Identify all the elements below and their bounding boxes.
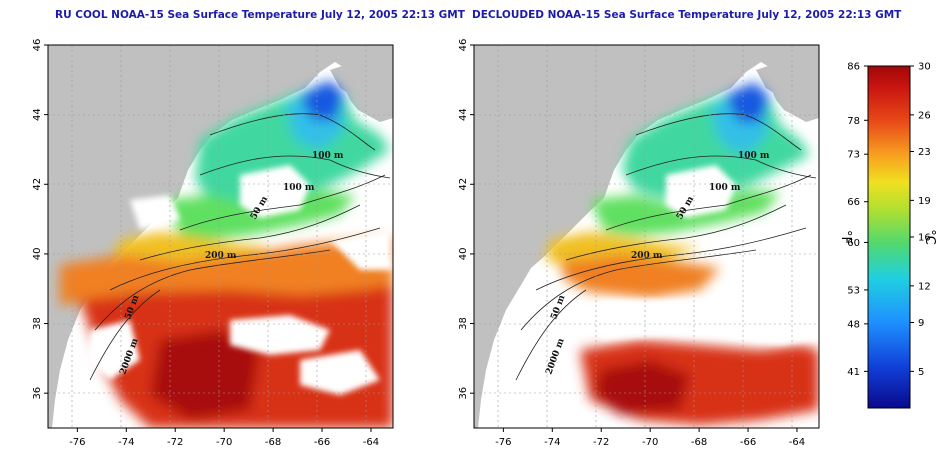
celsius-tick-label: 26 xyxy=(918,110,931,121)
left-lon-tick-label: -70 xyxy=(216,437,232,448)
right-lon-tick-label: -70 xyxy=(642,437,658,448)
right-map-axes: -76 -74 -72 -70 -68 -66 -64 36 38 40 42 44 46 xyxy=(458,39,805,448)
left-map-panel: 100 m 100 m 50 m 200 m 50 m 2000 m -76 -7… xyxy=(32,39,394,448)
celsius-tick-label: 12 xyxy=(918,281,931,292)
right-map-land xyxy=(474,45,819,428)
celsius-tick-label: 9 xyxy=(918,318,924,329)
right-map-grid xyxy=(474,45,819,428)
colorbar-unit-fahrenheit: °F xyxy=(838,230,853,244)
right-bathymetry-contours xyxy=(515,113,817,381)
right-map-panel: 100 m 100 m 50 m 200 m 50 m 2000 m -76 -7… xyxy=(458,39,820,448)
left-bathymetry-contours xyxy=(89,113,391,381)
fahrenheit-tick-label: 86 xyxy=(847,62,860,73)
right-sst-field xyxy=(545,82,819,425)
celsius-tick-label: 23 xyxy=(918,147,931,158)
left-map-grid xyxy=(48,45,393,428)
right-map-frame xyxy=(473,44,820,429)
left-contour-label-4: 200 m xyxy=(205,251,237,261)
right-lon-tick-label: -74 xyxy=(544,437,560,448)
left-lat-tick-label: 36 xyxy=(32,387,43,400)
fahrenheit-tick-label: 78 xyxy=(847,116,860,127)
left-map-title: RU COOL NOAA-15 Sea Surface Temperature … xyxy=(55,9,465,21)
left-map-nova-scotia xyxy=(330,60,393,118)
colorbar-unit-celsius: °C xyxy=(922,229,937,245)
right-lat-tick-label: 46 xyxy=(458,39,469,52)
left-lat-tick-label: 42 xyxy=(32,178,43,191)
right-map-nova-scotia xyxy=(756,60,819,118)
right-lat-tick-label: 40 xyxy=(458,248,469,261)
fahrenheit-tick-label: 66 xyxy=(847,197,860,208)
left-lon-tick-label: -72 xyxy=(167,437,183,448)
left-contour-label-2: 100 m xyxy=(283,183,315,193)
right-lat-tick-label: 44 xyxy=(458,108,469,121)
colorbar: 30 26 23 19 16 12 9 5 86 78 73 66 60 53 48 41 °F °C xyxy=(838,62,937,409)
right-lon-tick-label: -76 xyxy=(495,437,511,448)
fahrenheit-tick-label: 60 xyxy=(847,238,860,249)
left-lon-tick-label: -68 xyxy=(265,437,281,448)
right-lat-tick-label: 38 xyxy=(458,317,469,330)
left-cloud-mask xyxy=(85,165,393,395)
celsius-tick-label: 5 xyxy=(918,367,924,378)
right-lon-tick-label: -64 xyxy=(789,437,805,448)
left-contour-label-1: 100 m xyxy=(312,151,344,161)
left-lat-tick-label: 40 xyxy=(32,248,43,261)
right-map-title: DECLOUDED NOAA-15 Sea Surface Temperatur… xyxy=(472,9,902,21)
celsius-tick-label: 30 xyxy=(918,62,931,73)
fahrenheit-tick-label: 53 xyxy=(847,285,860,296)
left-lon-tick-label: -76 xyxy=(69,437,85,448)
left-lon-tick-label: -64 xyxy=(363,437,379,448)
fahrenheit-tick-label: 73 xyxy=(847,150,860,161)
right-lon-tick-label: -72 xyxy=(593,437,609,448)
left-map-frame xyxy=(47,44,394,429)
left-lon-tick-label: -66 xyxy=(314,437,330,448)
right-lon-tick-label: -66 xyxy=(740,437,756,448)
right-lon-tick-label: -68 xyxy=(691,437,707,448)
left-map-land xyxy=(48,45,393,428)
colorbar-ticks: 30 26 23 19 16 12 9 5 86 78 73 66 60 53 48 41 xyxy=(847,62,930,378)
fahrenheit-tick-label: 48 xyxy=(847,319,860,330)
left-lat-tick-label: 38 xyxy=(32,317,43,330)
celsius-tick-label: 19 xyxy=(918,196,931,207)
right-lat-tick-label: 42 xyxy=(458,178,469,191)
left-lat-tick-label: 46 xyxy=(32,39,43,52)
left-lat-tick-label: 44 xyxy=(32,108,43,121)
fahrenheit-tick-label: 41 xyxy=(847,367,860,378)
celsius-tick-label: 16 xyxy=(918,233,931,244)
colorbar-scale xyxy=(867,65,911,409)
right-cloud-mask xyxy=(600,165,819,345)
left-lon-tick-label: -74 xyxy=(118,437,134,448)
left-map-axes: -76 -74 -72 -70 -68 -66 -64 36 38 40 42 44 46 xyxy=(32,39,379,448)
right-contour-label-2: 100 m xyxy=(709,183,741,193)
right-lat-tick-label: 36 xyxy=(458,387,469,400)
right-contour-label-1: 100 m xyxy=(738,151,770,161)
right-contour-label-4: 200 m xyxy=(631,251,663,261)
